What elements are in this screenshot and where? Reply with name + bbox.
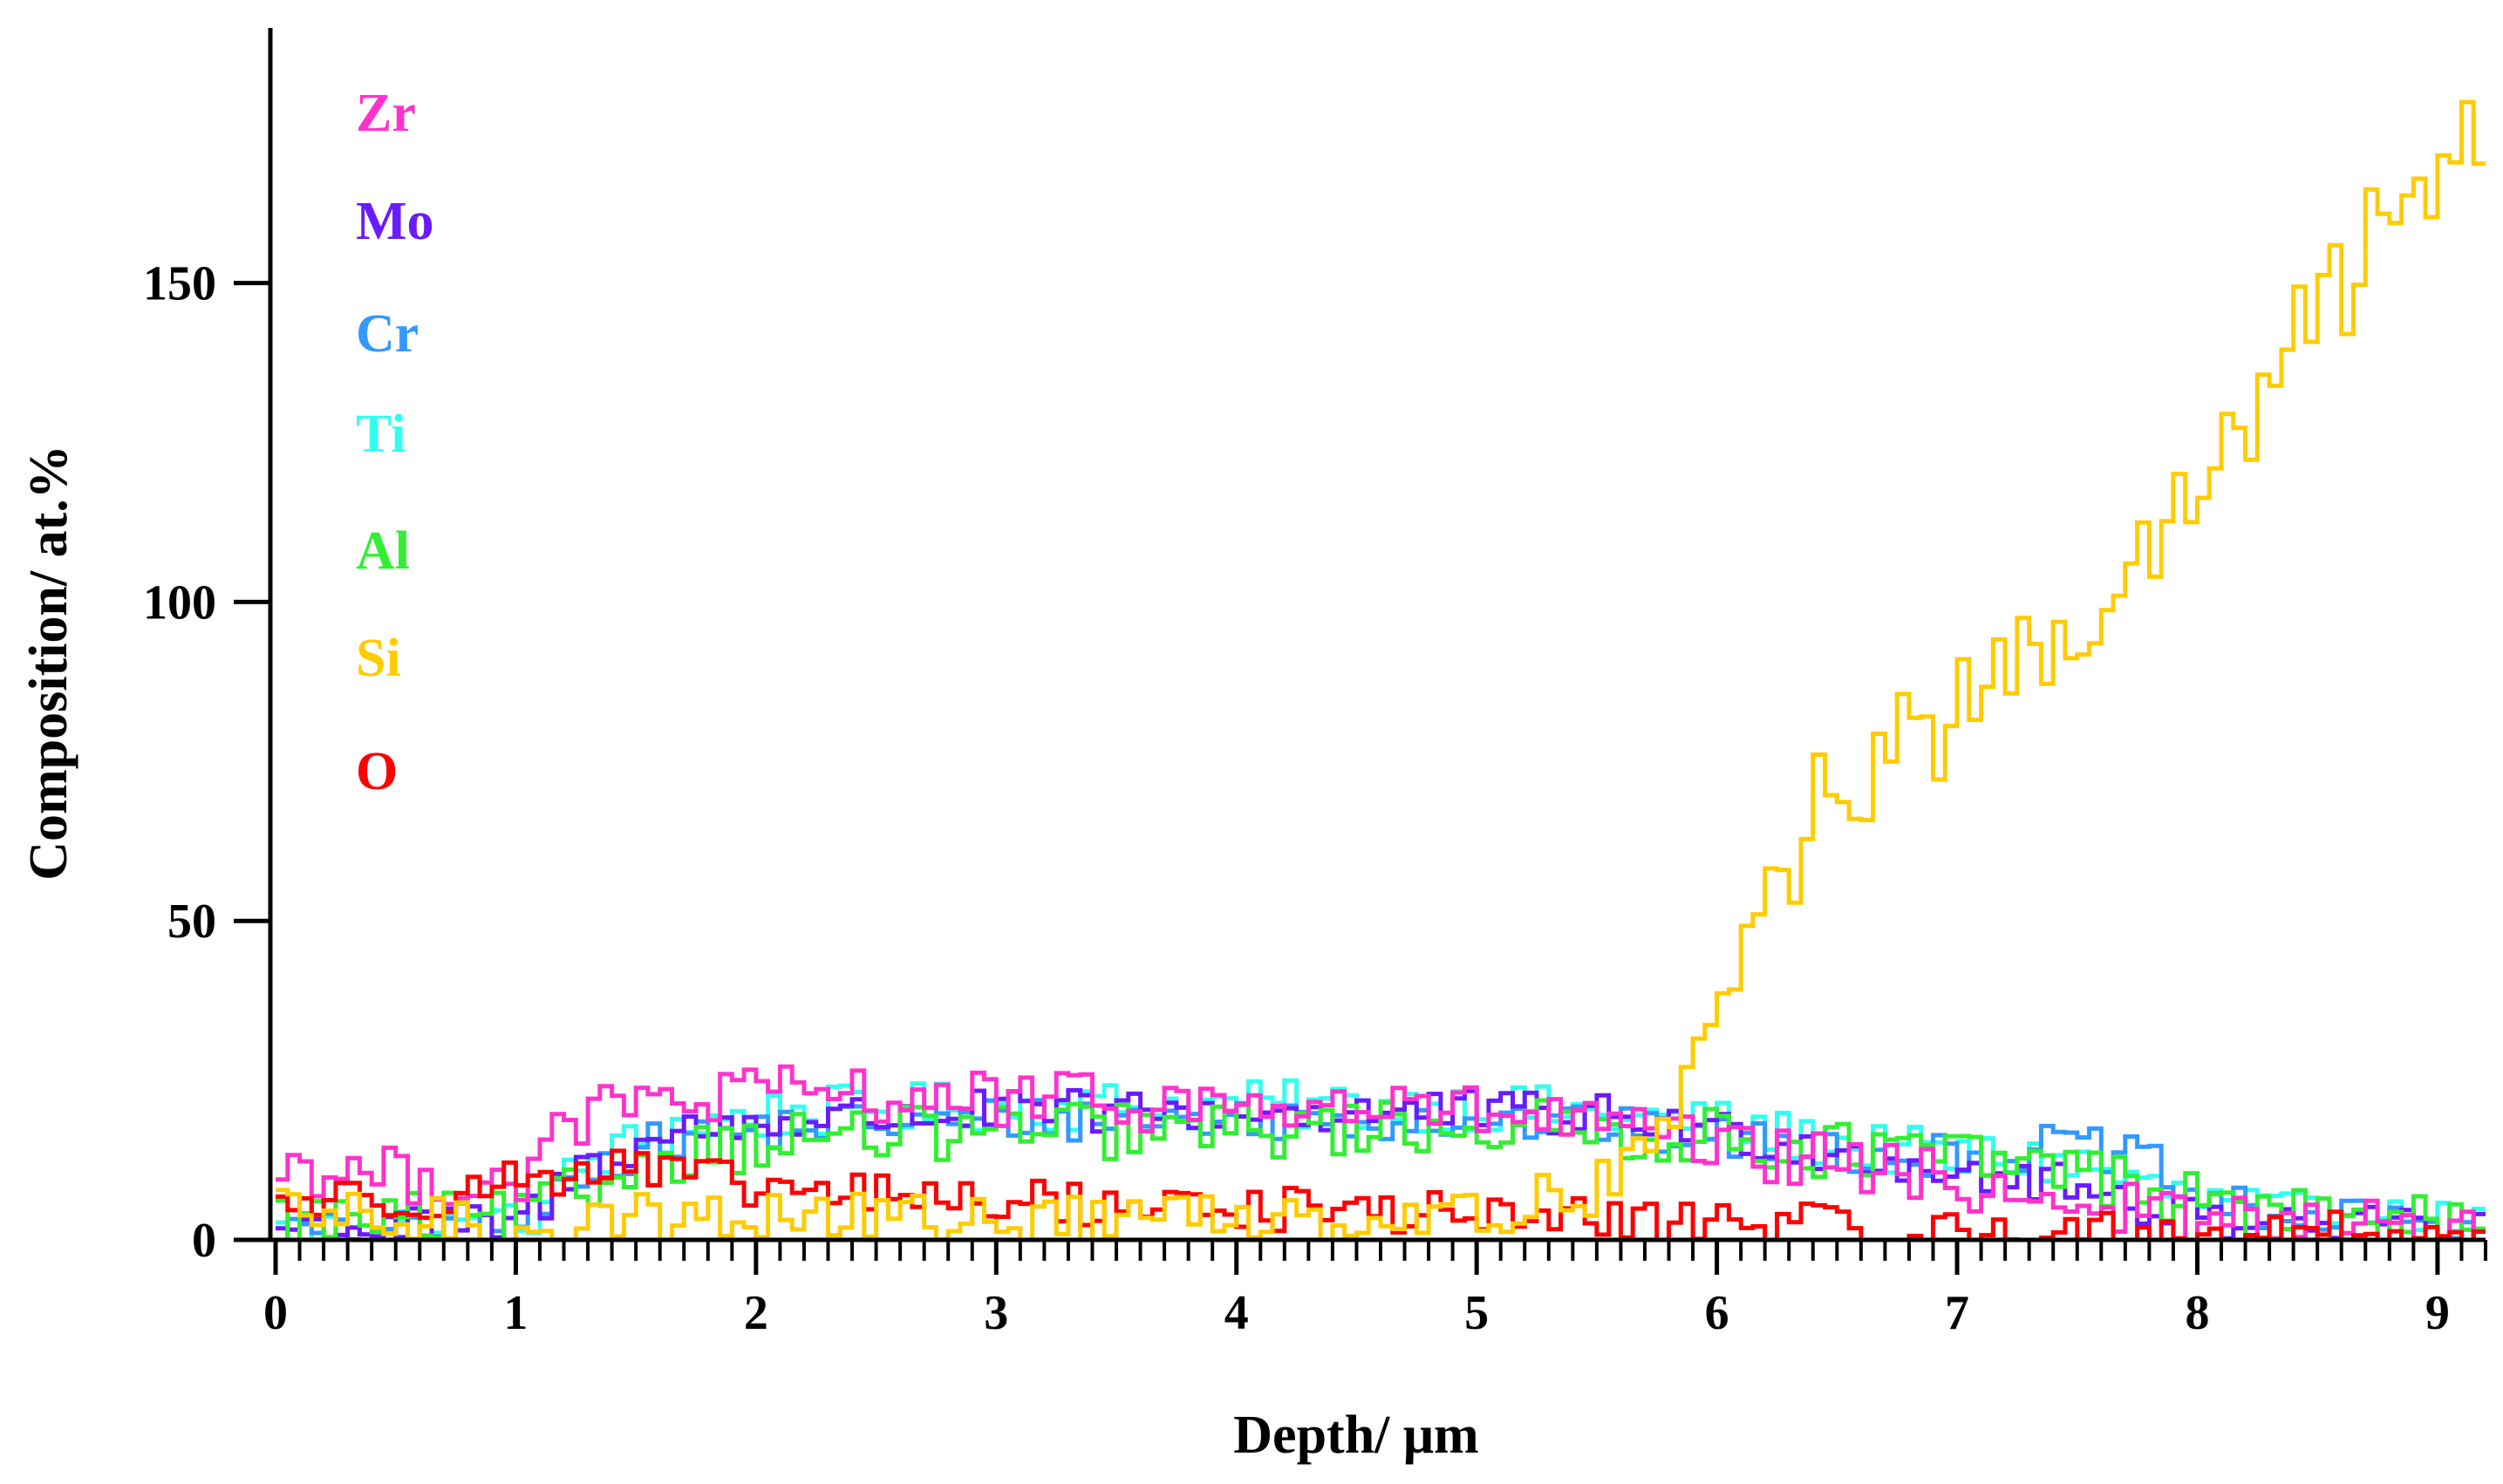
y-tick-label: 100 bbox=[143, 575, 216, 630]
y-tick-label: 0 bbox=[192, 1214, 216, 1268]
axes-layer bbox=[268, 28, 2486, 1242]
y-axis-title: Composition/ at.% bbox=[19, 445, 78, 880]
y-tick-label: 50 bbox=[167, 895, 216, 949]
series-line-cr bbox=[276, 1098, 2486, 1242]
x-tick-label: 8 bbox=[2185, 1286, 2209, 1340]
series-line-o bbox=[276, 1148, 2486, 1242]
legend-item-zr: Zr bbox=[356, 84, 416, 143]
x-tick-label: 3 bbox=[984, 1286, 1008, 1340]
series-layer bbox=[276, 99, 2486, 1242]
x-tick-label: 2 bbox=[744, 1286, 768, 1340]
x-tick-label: 4 bbox=[1224, 1286, 1249, 1340]
y-ticks: 0 50 100 150 bbox=[143, 257, 270, 1268]
y-tick-label: 150 bbox=[143, 257, 216, 311]
x-tick-label: 5 bbox=[1464, 1286, 1489, 1340]
x-tick-label: 6 bbox=[1705, 1286, 1729, 1340]
legend: Zr Mo Cr Ti Al Si O bbox=[356, 84, 434, 801]
legend-item-cr: Cr bbox=[356, 304, 419, 364]
x-tick-label: 1 bbox=[503, 1286, 528, 1340]
x-axis-title: Depth/ μm bbox=[1233, 1406, 1478, 1465]
legend-item-al: Al bbox=[356, 521, 410, 581]
legend-item-si: Si bbox=[356, 629, 401, 688]
series-line-si bbox=[276, 99, 2486, 1242]
legend-item-mo: Mo bbox=[356, 192, 434, 251]
x-tick-label: 9 bbox=[2425, 1286, 2450, 1340]
legend-item-o: O bbox=[356, 742, 398, 801]
x-tick-label: 7 bbox=[1945, 1286, 1969, 1340]
x-tick-label: 0 bbox=[263, 1286, 288, 1340]
legend-item-ti: Ti bbox=[356, 405, 406, 464]
x-ticks: 0 1 2 3 4 5 6 7 8 9 bbox=[263, 1240, 2487, 1340]
